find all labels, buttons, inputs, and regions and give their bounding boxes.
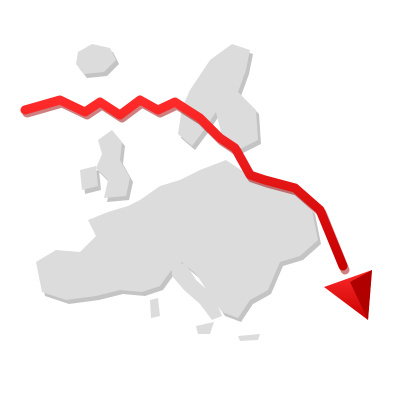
iceland: [76, 44, 116, 74]
italy: [172, 262, 222, 320]
arrow-line: [20, 95, 348, 271]
sicily: [196, 322, 214, 334]
decline-arrow: [20, 95, 372, 320]
europe-map: [36, 44, 318, 341]
sardinia: [150, 298, 160, 318]
crete: [238, 334, 260, 341]
great-britain: [96, 130, 130, 198]
mainland: [36, 160, 318, 318]
ireland: [80, 166, 98, 190]
arrow-head-shade: [350, 270, 372, 320]
